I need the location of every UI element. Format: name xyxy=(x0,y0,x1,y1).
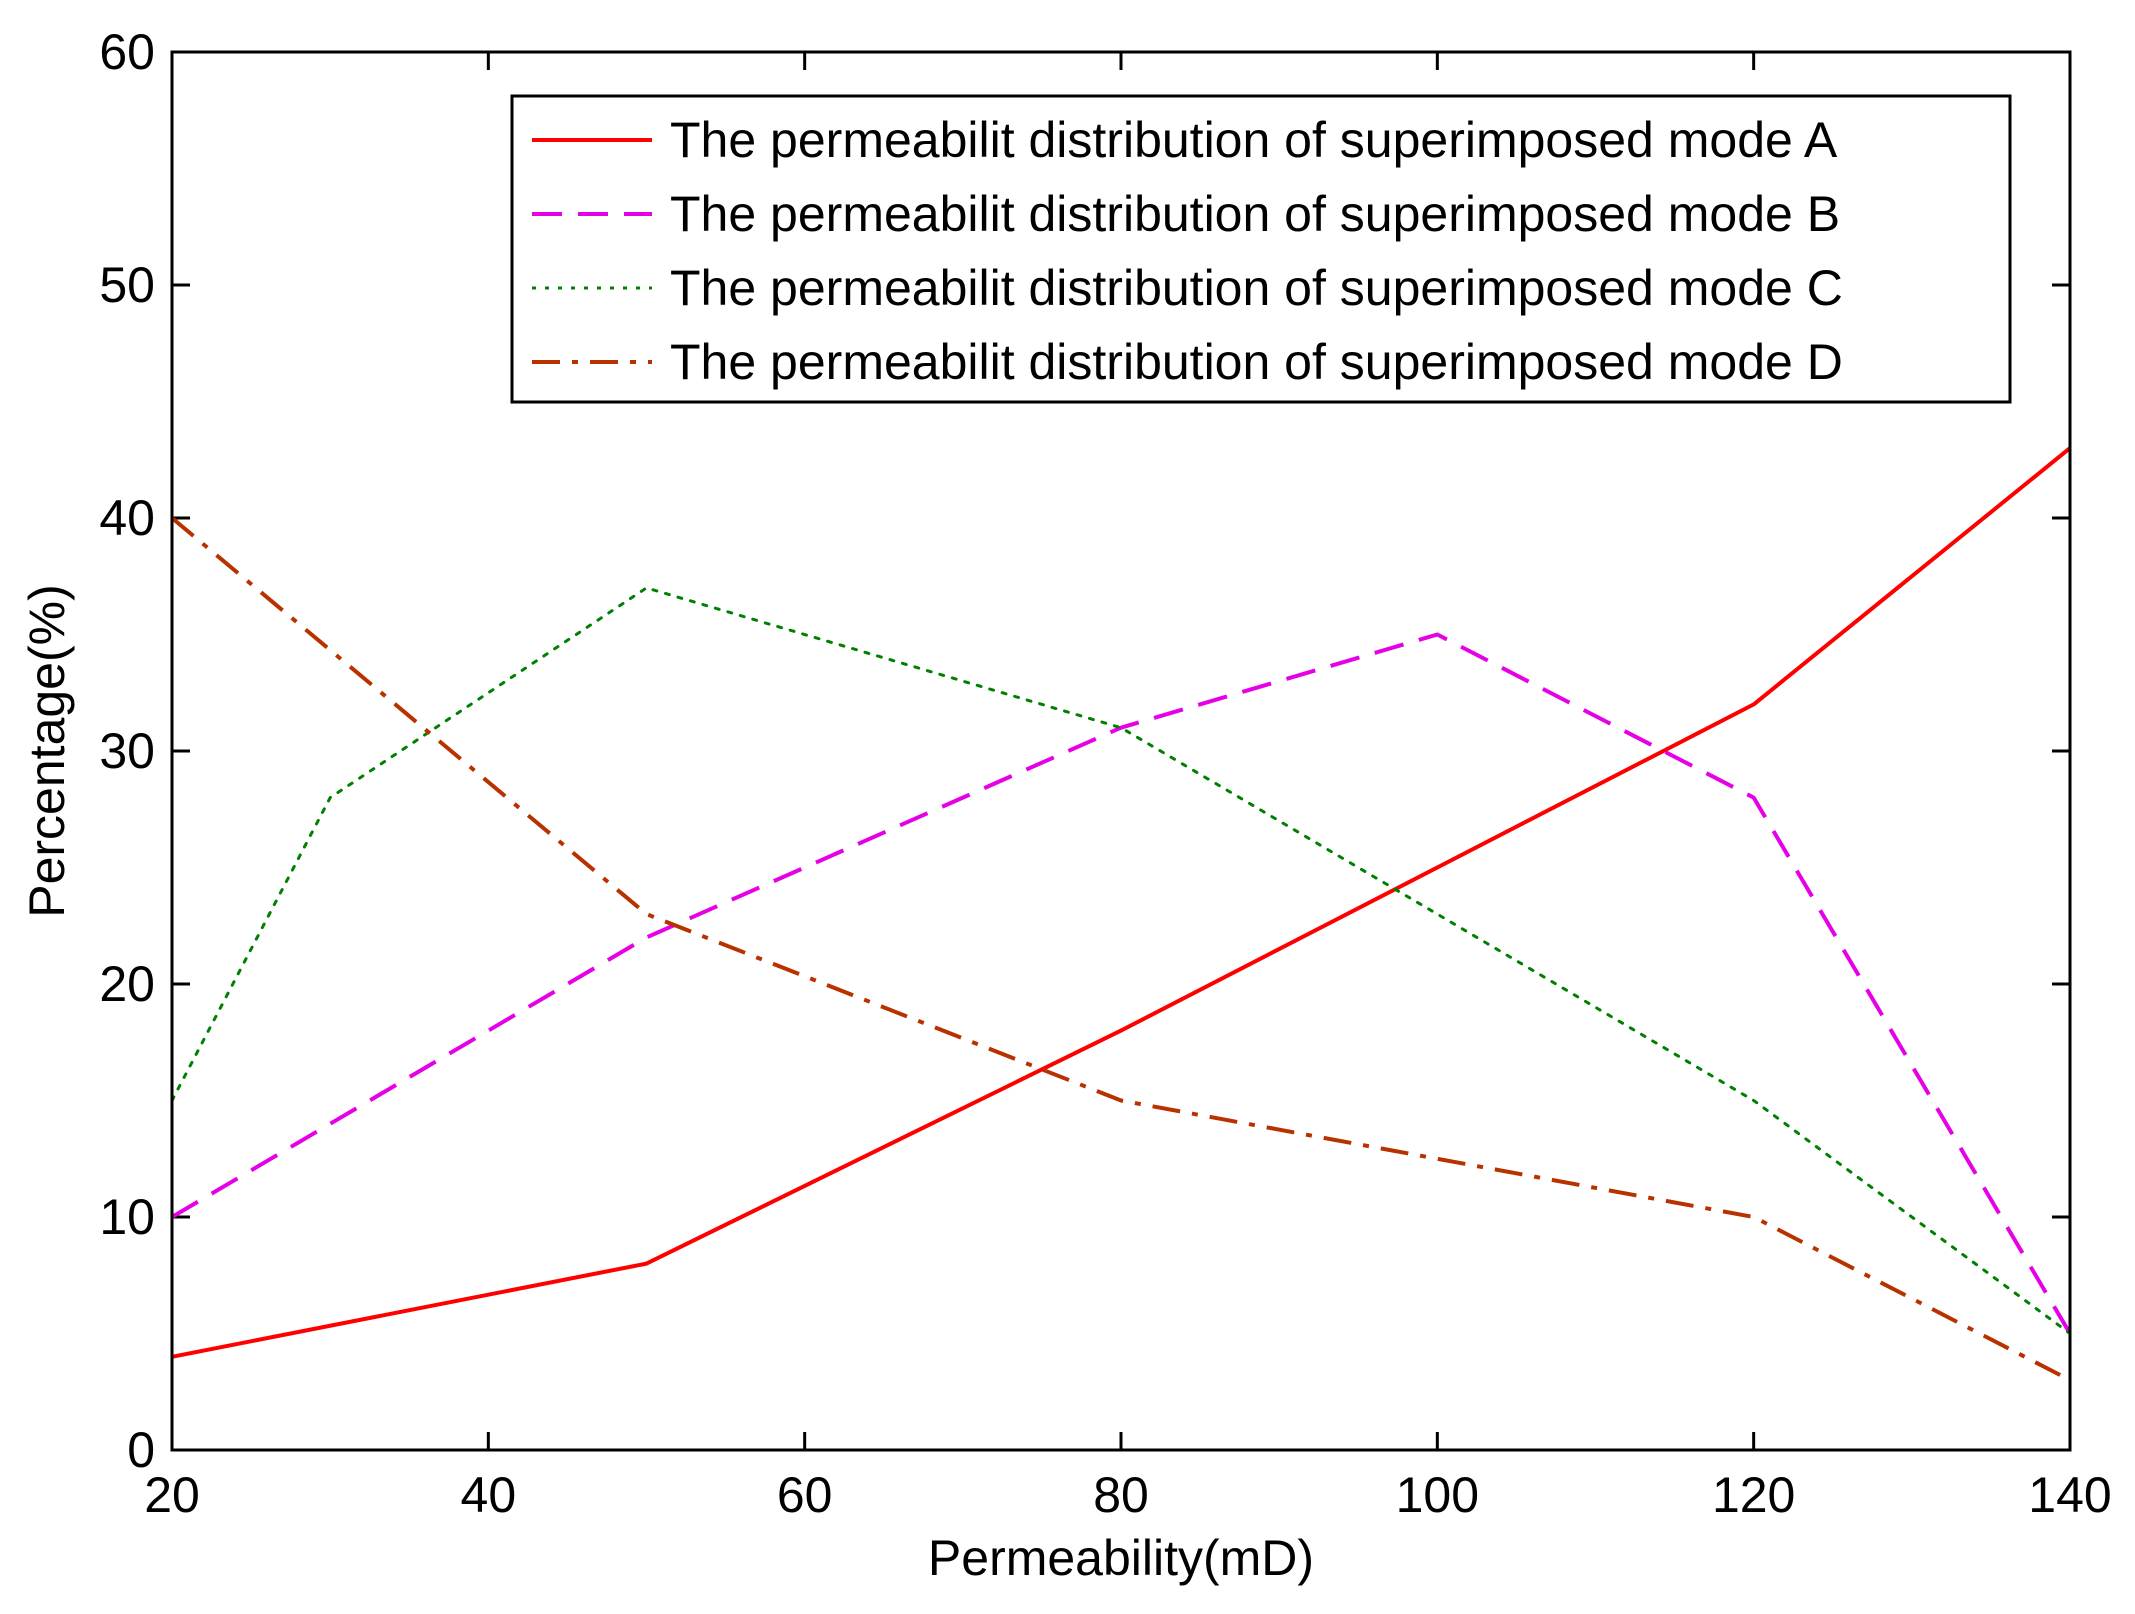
legend-box xyxy=(510,94,2012,404)
y-tick-label: 20 xyxy=(99,956,155,1012)
series-layer xyxy=(170,446,2072,1382)
ticks-layer: 20 40 60 80 100 120 140 0 10 20 30 40 50 60 xyxy=(99,24,2111,1523)
legend-label-b: The permeabilit distribution of superimp… xyxy=(670,186,1840,242)
y-tick-label: 30 xyxy=(99,723,155,779)
y-tick-label: 40 xyxy=(99,490,155,546)
x-tick-label: 100 xyxy=(1396,1467,1479,1523)
y-tick-label: 60 xyxy=(99,24,155,80)
y-axis-label: Percentage(%) xyxy=(19,584,75,918)
x-tick-label: 120 xyxy=(1712,1467,1795,1523)
series-line-a xyxy=(171,446,2072,1359)
y-tick-label: 0 xyxy=(127,1422,155,1478)
x-tick-label: 20 xyxy=(144,1467,200,1523)
legend-label-d: The permeabilit distribution of superimp… xyxy=(670,334,1843,390)
series-line-d xyxy=(170,516,2071,1382)
legend-label-c: The permeabilit distribution of superimp… xyxy=(670,260,1843,316)
legend-label-a: The permeabilit distribution of superimp… xyxy=(670,112,1838,168)
series-line-c xyxy=(170,586,2072,1335)
series-line-b xyxy=(170,632,2072,1335)
x-tick-label: 60 xyxy=(777,1467,833,1523)
legend: The permeabilit distribution of superimp… xyxy=(510,94,2012,404)
x-axis-label: Permeability(mD) xyxy=(928,1530,1314,1586)
x-tick-label: 140 xyxy=(2028,1467,2111,1523)
plot-frame xyxy=(170,50,2072,1452)
y-tick-label: 10 xyxy=(99,1189,155,1245)
y-tick-label: 50 xyxy=(99,257,155,313)
x-tick-label: 40 xyxy=(461,1467,517,1523)
x-tick-label: 80 xyxy=(1093,1467,1149,1523)
